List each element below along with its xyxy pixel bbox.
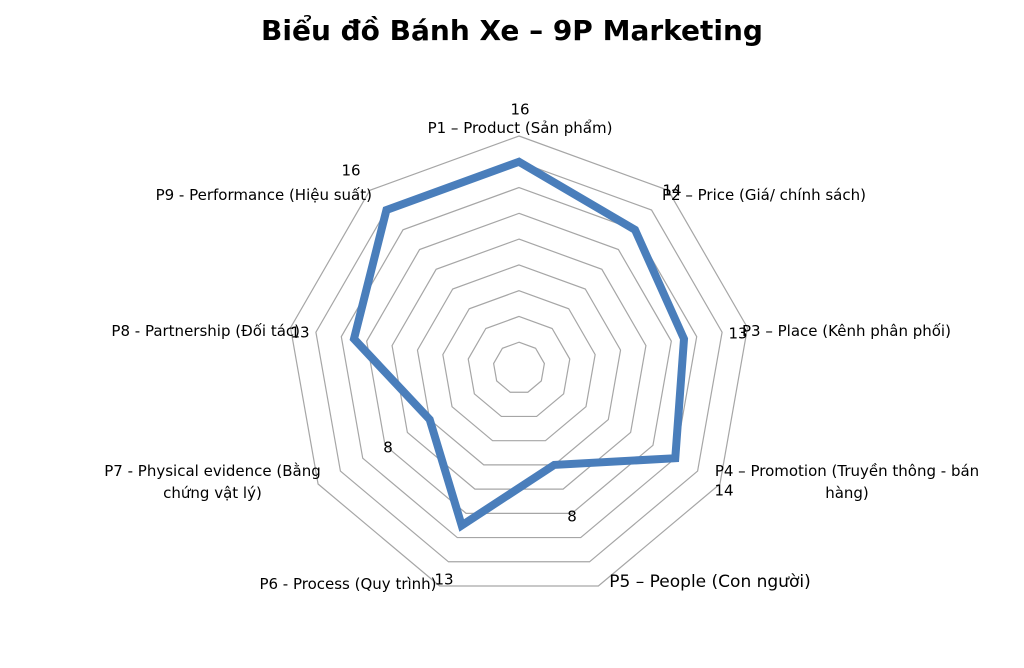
category-label: P9 - Performance (Hiệu suất) (155, 186, 372, 204)
category-label: P2 – Price (Giá/ chính sách) (662, 186, 866, 204)
value-label: 16 (510, 101, 529, 119)
chart-title: Biểu đồ Bánh Xe – 9P Marketing (261, 14, 763, 47)
grid-ring (340, 186, 698, 539)
category-label: P4 – Promotion (Truyền thông - bán hàng) (714, 462, 980, 502)
grid-ring (442, 290, 596, 442)
value-label: 13 (434, 571, 453, 589)
category-label: P7 - Physical evidence (Bằng chứng vật l… (104, 462, 321, 502)
grid-ring (366, 212, 672, 514)
value-label: 16 (341, 162, 360, 180)
grid-ring (416, 264, 622, 466)
grid-ring (315, 161, 723, 563)
value-label: 13 (290, 324, 309, 342)
category-label: P5 – People (Con người) (609, 572, 811, 592)
value-label: 14 (714, 482, 733, 500)
value-label: 8 (567, 508, 577, 526)
grid-ring (492, 341, 546, 393)
grid-ring (467, 315, 571, 418)
category-label: P8 - Partnership (Đối tác) (111, 322, 300, 340)
category-label: P6 - Process (Quy trình) (259, 575, 437, 593)
grid-ring (391, 238, 647, 490)
value-label: 8 (383, 439, 393, 457)
grid-ring (289, 135, 749, 587)
series-line (349, 157, 689, 532)
value-label: 13 (728, 325, 747, 343)
value-label: 14 (662, 182, 681, 200)
category-label: P3 – Place (Kênh phân phối) (742, 322, 951, 340)
category-label: P1 – Product (Sản phẩm) (427, 119, 613, 137)
